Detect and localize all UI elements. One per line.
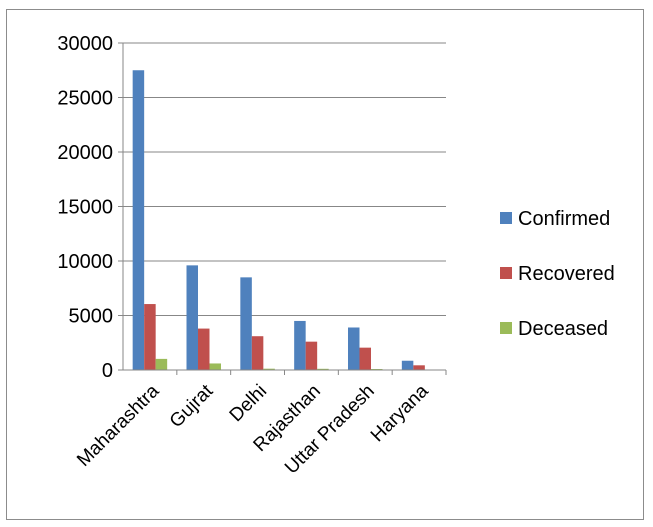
bar-confirmed-maharashtra [132, 70, 145, 370]
bar-confirmed-uttar-pradesh [348, 327, 360, 370]
y-tick-label: 5000 [69, 306, 114, 328]
y-tick-label: 15000 [57, 197, 113, 219]
bars [132, 70, 437, 370]
x-category-label: Maharashtra [73, 380, 164, 471]
y-tick-label: 20000 [57, 142, 113, 164]
bar-deceased-maharashtra [155, 358, 168, 370]
bar-confirmed-gujrat [186, 265, 198, 370]
axes [118, 42, 447, 375]
x-category-label: Haryana [367, 380, 433, 446]
legend: Confirmed Recovered Deceased [500, 208, 615, 340]
bar-confirmed-delhi [240, 277, 252, 370]
legend-swatch-deceased [500, 322, 512, 334]
y-tick-label: 10000 [57, 251, 113, 273]
legend-swatch-recovered [500, 267, 512, 279]
bar-confirmed-haryana [401, 360, 414, 370]
bar-confirmed-rajasthan [294, 320, 306, 370]
chart-frame [6, 9, 644, 520]
bar-recovered-delhi [251, 336, 264, 370]
y-tick-labels: 0 5000 10000 15000 20000 25000 30000 [57, 33, 113, 382]
bar-recovered-rajasthan [305, 341, 318, 370]
bar-deceased-gujrat [209, 363, 221, 370]
gridlines [123, 42, 446, 316]
x-category-label: Delhi [226, 381, 271, 426]
legend-swatch-confirmed [500, 212, 512, 224]
legend-label-deceased: Deceased [518, 318, 608, 340]
bar-deceased-delhi [263, 368, 275, 370]
legend-label-recovered: Recovered [518, 263, 615, 285]
legend-label-confirmed: Confirmed [518, 208, 610, 230]
y-tick-label: 25000 [57, 88, 113, 110]
bar-recovered-haryana [413, 365, 425, 370]
bar-recovered-uttar-pradesh [359, 347, 371, 370]
y-tick-label: 0 [102, 360, 113, 382]
bar-recovered-gujrat [198, 328, 210, 370]
bar-recovered-maharashtra [144, 304, 156, 370]
x-category-label: Gujrat [166, 380, 218, 432]
y-tick-label: 30000 [57, 33, 113, 55]
bar-deceased-rajasthan [317, 368, 329, 370]
